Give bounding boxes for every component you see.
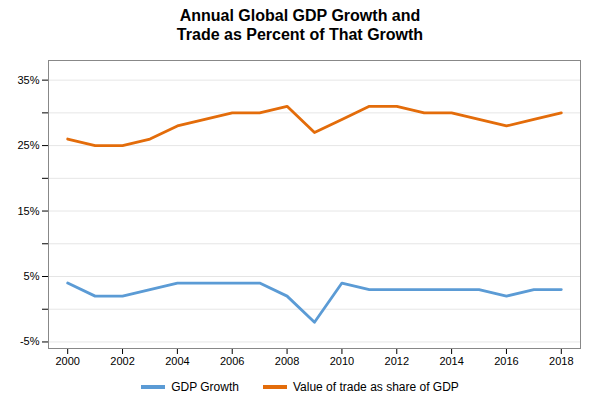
svg-text:2014: 2014	[439, 356, 463, 368]
html-text:Annual Global GDP Growth and T: Annual Global GDP Growth and Trade as Pe…	[176, 7, 424, 44]
svg-text:-5%: -5%	[20, 336, 40, 348]
svg-text:2004: 2004	[165, 356, 189, 368]
svg-text:2018: 2018	[549, 356, 573, 368]
svg-text:2008: 2008	[275, 356, 299, 368]
svg-text:5%: 5%	[24, 270, 40, 282]
svg-text:2000: 2000	[55, 356, 79, 368]
svg-text:2012: 2012	[385, 356, 409, 368]
svg-text:25%: 25%	[17, 139, 39, 151]
html-text:Value of trade as share of GDP: Value of trade as share of GDP	[293, 380, 459, 395]
svg-text:15%: 15%	[17, 205, 39, 217]
svg-text:2006: 2006	[220, 356, 244, 368]
svg-text:2002: 2002	[110, 356, 134, 368]
svg-text:2010: 2010	[330, 356, 354, 368]
svg-text:2016: 2016	[494, 356, 518, 368]
html-text:GDP Growth: GDP Growth	[171, 380, 239, 395]
svg-text:35%: 35%	[17, 74, 39, 86]
